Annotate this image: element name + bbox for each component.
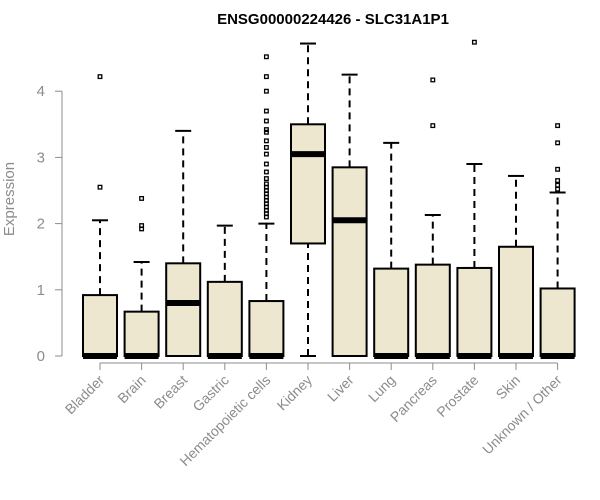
box-body bbox=[248, 300, 285, 357]
outlier-point bbox=[471, 39, 477, 45]
box-body bbox=[165, 262, 202, 358]
outlier-point bbox=[263, 74, 269, 80]
box-body bbox=[123, 310, 160, 357]
outlier-point bbox=[263, 129, 269, 135]
outlier-point bbox=[139, 223, 145, 229]
box-group-skin bbox=[498, 174, 534, 359]
box-group-brain bbox=[123, 195, 160, 359]
box-body bbox=[290, 123, 326, 245]
x-tick-label: Bladder bbox=[62, 372, 108, 418]
outlier-point bbox=[555, 140, 561, 146]
outlier-point bbox=[555, 123, 561, 129]
box-body bbox=[414, 263, 451, 358]
box-group-gastric bbox=[206, 224, 243, 359]
x-tick-label: Breast bbox=[150, 372, 190, 412]
outlier-point bbox=[97, 184, 103, 190]
outlier-point bbox=[430, 123, 436, 129]
box-body bbox=[82, 294, 118, 358]
box-body bbox=[539, 287, 576, 358]
y-tick-label: 1 bbox=[37, 282, 45, 299]
outlier-point bbox=[263, 176, 269, 182]
outlier-point bbox=[263, 161, 269, 167]
outlier-point bbox=[263, 151, 269, 157]
y-tick-label: 0 bbox=[37, 348, 45, 365]
outlier-point bbox=[555, 166, 561, 172]
box-group-hematopoietic-cells bbox=[248, 54, 285, 359]
x-tick-label: Prostate bbox=[433, 372, 481, 420]
x-tick-label: Unknown / Other bbox=[479, 372, 565, 458]
outlier-point bbox=[263, 181, 269, 187]
outlier-point bbox=[263, 118, 269, 124]
y-tick-label: 2 bbox=[37, 216, 45, 233]
outlier-point bbox=[263, 145, 269, 150]
outlier-point bbox=[263, 108, 269, 114]
box-group-liver bbox=[331, 73, 368, 357]
x-tick-label: Lung bbox=[365, 372, 398, 405]
chart-title: ENSG00000224426 - SLC31A1P1 bbox=[217, 11, 449, 28]
outlier-point bbox=[263, 127, 269, 133]
x-tick-label: Liver bbox=[324, 372, 357, 405]
outlier-point bbox=[430, 77, 436, 83]
box-group-bladder bbox=[82, 74, 118, 359]
box-group-pancreas bbox=[414, 77, 451, 359]
y-tick-label: 3 bbox=[37, 149, 45, 166]
x-tick-label: Brain bbox=[114, 372, 148, 406]
box-body bbox=[498, 245, 534, 358]
outlier-point bbox=[555, 182, 561, 188]
outlier-point bbox=[555, 186, 561, 192]
box-group-breast bbox=[165, 129, 202, 358]
box-body bbox=[206, 280, 243, 357]
box-group-unknown-other bbox=[539, 123, 576, 359]
outlier-point bbox=[263, 88, 269, 94]
outlier-point bbox=[139, 195, 145, 201]
y-axis: 0 1 2 3 4 bbox=[37, 83, 63, 365]
outlier-point bbox=[263, 54, 269, 60]
y-axis-label: Expression bbox=[1, 162, 18, 236]
outlier-point bbox=[97, 74, 103, 80]
box-group-lung bbox=[373, 141, 410, 359]
box-body bbox=[331, 166, 368, 357]
box-body bbox=[456, 266, 493, 358]
box-body bbox=[373, 267, 410, 357]
x-tick-label: Kidney bbox=[274, 372, 316, 414]
outlier-point bbox=[263, 138, 269, 144]
outlier-point bbox=[263, 169, 269, 175]
box-group-kidney bbox=[290, 42, 326, 357]
box-group-prostate bbox=[456, 39, 493, 359]
outlier-point bbox=[555, 178, 561, 184]
x-tick-label: Skin bbox=[493, 372, 524, 403]
boxes-layer bbox=[82, 39, 576, 359]
y-tick-label: 4 bbox=[37, 83, 45, 100]
